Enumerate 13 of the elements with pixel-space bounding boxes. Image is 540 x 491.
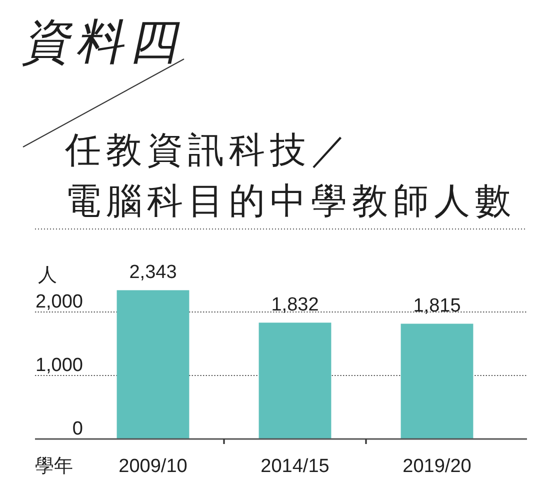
chart-title: 任教資訊科技／電腦科目的中學教師人數	[64, 129, 516, 221]
x-tick-label: 2019/20	[402, 456, 472, 477]
y-tick-label: 0	[72, 418, 83, 440]
data-label: 1,815	[413, 296, 461, 317]
y-tick-label: 2,000	[35, 291, 83, 312]
data-label: 1,832	[271, 294, 319, 316]
text: 資料四	[20, 15, 192, 69]
data-label: 2,343	[129, 262, 177, 284]
y-tick-label: 1,000	[35, 354, 83, 376]
x-tick-label: 2014/15	[260, 456, 330, 477]
x-axis-title: 學年	[35, 456, 73, 477]
y-axis-title: 人	[38, 265, 57, 286]
x-tick-label: 2009/10	[118, 456, 188, 477]
